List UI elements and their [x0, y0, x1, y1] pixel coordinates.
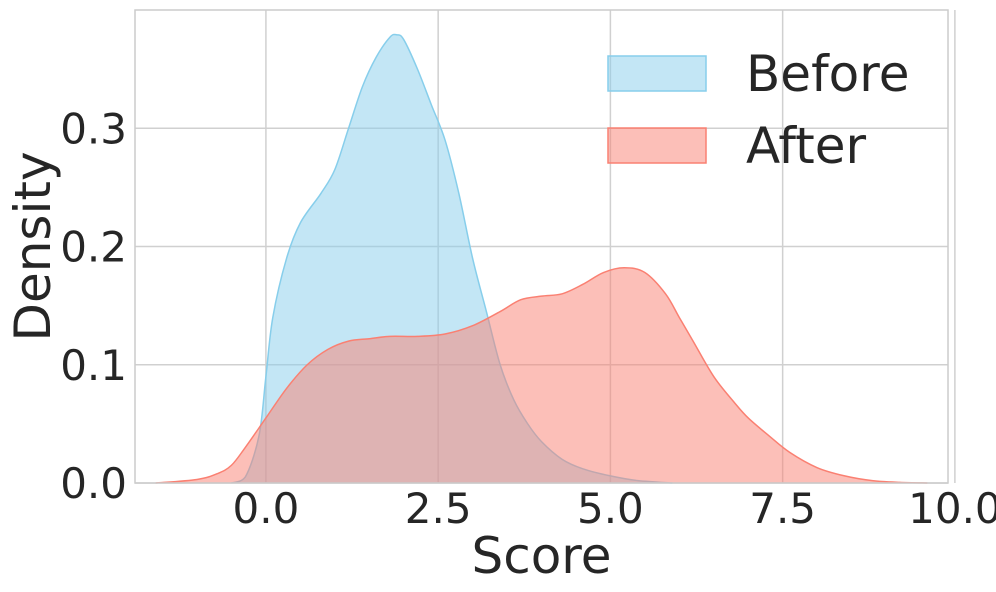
series-layer — [155, 33, 928, 484]
tick-labels: 0.0 2.5 5.0 7.5 10.0 0.0 0.1 0.2 0.3 — [60, 104, 996, 533]
legend-swatch-after — [607, 127, 707, 164]
y-tick-label: 0.3 — [60, 104, 127, 153]
legend-label-before: Before — [746, 45, 909, 103]
y-tick-label: 0.0 — [60, 459, 127, 508]
y-tick-label: 0.2 — [60, 223, 127, 272]
x-tick-label: 5.0 — [577, 484, 644, 533]
y-axis-label: Density — [4, 151, 62, 341]
legend-label-after: After — [746, 117, 867, 175]
x-axis-label: Score — [471, 527, 611, 585]
after-density-area — [155, 267, 928, 483]
legend-swatch-before — [607, 55, 707, 92]
x-tick-label: 10.0 — [908, 484, 996, 533]
x-tick-label: 2.5 — [405, 484, 472, 533]
x-tick-label: 0.0 — [233, 484, 300, 533]
x-tick-label: 7.5 — [749, 484, 816, 533]
y-tick-label: 0.1 — [60, 341, 127, 390]
plot-frame — [134, 9, 949, 484]
legend: Before After — [607, 45, 909, 175]
after-density-line — [155, 267, 928, 484]
